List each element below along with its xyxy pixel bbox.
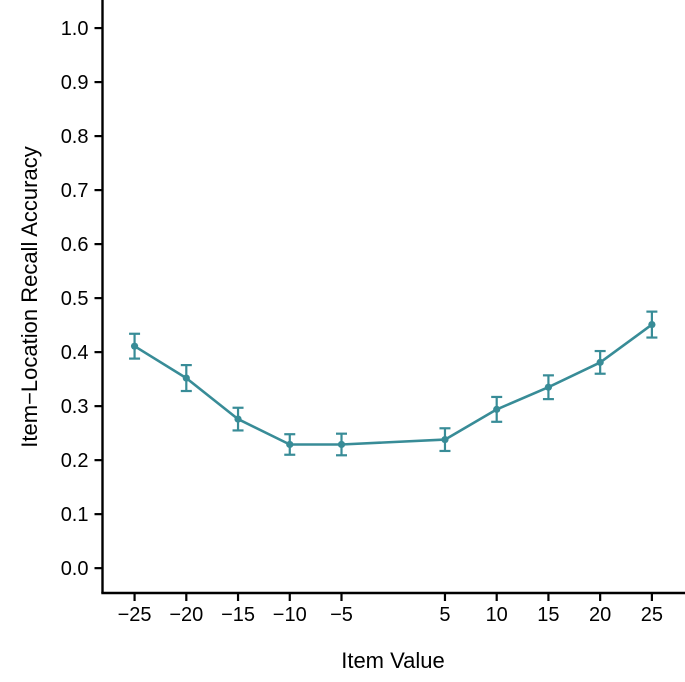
y-tick-label: 0.6: [61, 234, 89, 256]
x-tick-label: −25: [118, 604, 152, 626]
x-tick-label: −5: [330, 604, 353, 626]
y-tick-label: 0.1: [61, 504, 89, 526]
x-tick-label: 10: [486, 604, 508, 626]
y-tick-label: 0.2: [61, 450, 89, 472]
data-point: [337, 440, 346, 449]
y-tick-label: 0.3: [61, 396, 89, 418]
series-line: [133, 323, 653, 446]
y-tick-label: 0.0: [61, 558, 89, 580]
data-point: [234, 415, 242, 423]
x-tick-label: −20: [169, 604, 203, 626]
y-tick-label: 1.0: [61, 18, 89, 40]
y-tick-label: 0.5: [61, 288, 89, 310]
data-point: [182, 374, 190, 382]
plot-area: 0.00.10.20.30.40.50.60.70.80.91.0−25 −20−…: [61, 0, 685, 626]
data-point: [596, 358, 604, 366]
data-point: [286, 440, 294, 449]
x-tick-label: 25: [641, 604, 663, 626]
x-tick-label: −15: [221, 604, 255, 626]
x-tick-label: 15: [537, 604, 559, 626]
y-tick-label: 0.7: [61, 180, 89, 202]
x-axis-title: Item Value: [341, 648, 445, 673]
data-point: [493, 405, 501, 413]
y-tick-label: 0.8: [61, 126, 89, 148]
y-axis-title: Item−Location Recall Accuracy: [17, 146, 42, 447]
y-tick-label: 0.4: [61, 342, 89, 364]
data-point: [130, 342, 139, 350]
y-tick-label: 0.9: [61, 72, 89, 94]
x-tick-label: 20: [589, 604, 611, 626]
x-tick-label: 5: [439, 604, 450, 626]
x-tick-label: −10: [273, 604, 307, 626]
data-point: [544, 383, 553, 391]
data-point: [441, 436, 449, 444]
data-point: [648, 320, 656, 329]
